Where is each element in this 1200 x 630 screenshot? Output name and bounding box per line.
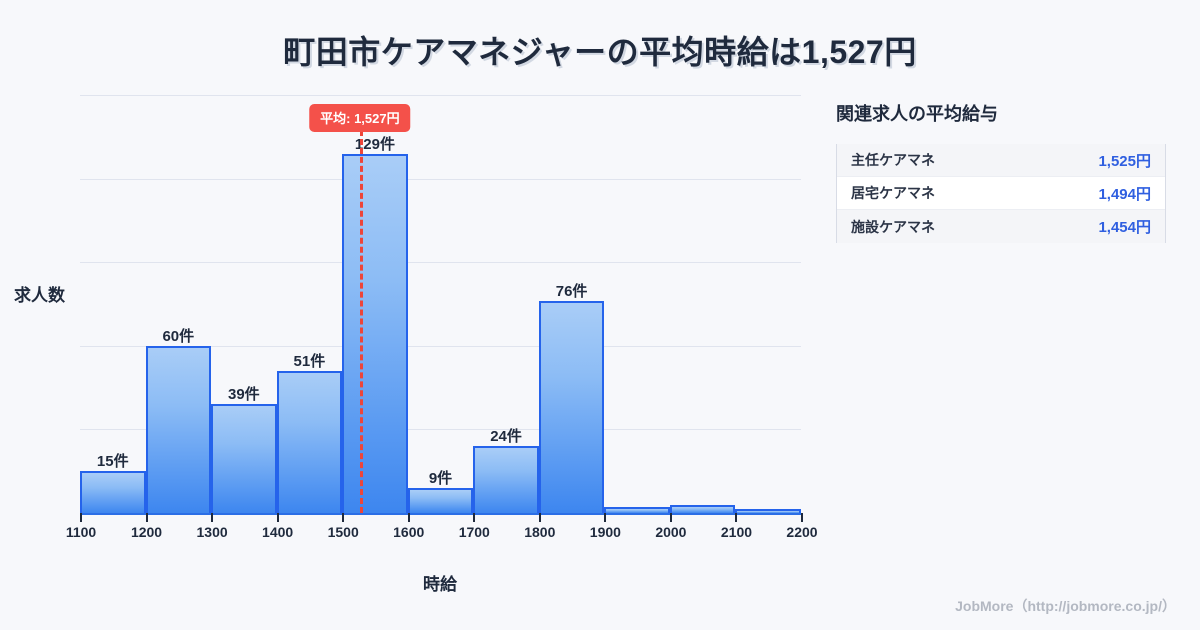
average-badge: 平均: 1,527円 — [309, 104, 411, 132]
histogram-chart: 15件 60件 39件 51件 129件 9件 24件 76件 1100 1200 1300 140… — [14, 95, 818, 594]
x-axis-tick — [538, 513, 541, 522]
x-axis-tick — [342, 513, 345, 522]
salary-row-name: 施設ケアマネ — [851, 218, 935, 235]
bar — [80, 471, 146, 513]
x-axis-tick — [669, 513, 672, 522]
average-line — [359, 130, 363, 513]
bar-value-label: 76件 — [555, 283, 588, 301]
x-axis-tick — [211, 513, 214, 522]
x-axis-tick-label: 1300 — [196, 524, 228, 540]
bar — [735, 509, 801, 513]
bar — [211, 404, 277, 513]
x-axis-tick-label: 1900 — [589, 524, 621, 540]
x-axis-tick-label: 1700 — [458, 524, 490, 540]
x-axis-tick — [276, 513, 279, 522]
x-axis-tick-label: 2000 — [655, 524, 687, 540]
bar-value-label: 60件 — [162, 327, 195, 345]
related-salary-panel: 関連求人の平均給与 主任ケアマネ 1,525円居宅ケアマネ 1,494円施設ケアマネ… — [836, 100, 1166, 243]
y-axis-title: 求人数 — [14, 286, 65, 305]
table-row: 居宅ケアマネ 1,494円 — [837, 177, 1165, 210]
plot-area — [80, 95, 801, 513]
gridline — [80, 95, 801, 96]
gridline — [80, 262, 801, 264]
bar — [669, 504, 736, 513]
x-axis-tick — [407, 513, 410, 522]
page-title: 町田市ケアマネジャーの平均時給は1,527円 — [283, 34, 917, 70]
bar — [276, 370, 343, 513]
bar-value-label: 39件 — [228, 386, 260, 404]
related-salary-heading: 関連求人の平均給与 — [836, 104, 998, 124]
gridline — [80, 178, 801, 180]
table-row: 施設ケアマネ 1,454円 — [837, 210, 1165, 243]
x-axis-title: 時給 — [423, 575, 457, 594]
gridline — [80, 429, 801, 431]
salary-row-value: 1,525円 — [1098, 152, 1151, 170]
x-axis-tick-label: 1200 — [130, 524, 163, 540]
x-axis-tick-label: 1500 — [327, 524, 359, 540]
salary-row-value: 1,454円 — [1098, 219, 1151, 236]
x-axis-tick-label: 1100 — [65, 524, 97, 540]
bar-series: 15件 60件 39件 51件 129件 9件 24件 76件 — [80, 95, 801, 513]
bar-value-label: 15件 — [96, 453, 129, 471]
x-axis-tick — [473, 513, 476, 522]
gridline — [80, 345, 801, 347]
x-axis-tick — [604, 513, 607, 522]
bar — [538, 301, 605, 513]
x-axis-tick-label: 1400 — [262, 524, 294, 540]
x-axis-tick — [801, 513, 803, 522]
x-axis-tick — [145, 513, 148, 522]
watermark: JobMore（http://jobmore.co.jp/） — [955, 598, 1176, 614]
bar-value-label: 51件 — [293, 352, 326, 370]
bar-value-label: 9件 — [428, 469, 453, 487]
x-axis-tick-label: 1600 — [393, 524, 425, 540]
bar-value-label: 129件 — [354, 135, 395, 153]
bar — [407, 487, 474, 513]
x-axis-line — [80, 512, 801, 515]
bar — [145, 345, 212, 513]
x-axis-tick — [80, 513, 82, 522]
x-axis-tick-label: 1800 — [524, 524, 556, 540]
table-row: 主任ケアマネ 1,525円 — [837, 144, 1165, 177]
salary-row-name: 居宅ケアマネ — [851, 185, 935, 201]
bar-value-label: 24件 — [490, 428, 522, 446]
bar — [342, 153, 408, 513]
x-axis-tick-label: 2200 — [786, 524, 818, 540]
x-axis-tick — [735, 513, 738, 522]
salary-row-name: 主任ケアマネ — [851, 152, 935, 168]
related-salary-table: 主任ケアマネ 1,525円居宅ケアマネ 1,494円施設ケアマネ 1,454円 — [836, 144, 1166, 243]
x-axis-tick-label: 2100 — [720, 524, 753, 540]
salary-row-value: 1,494円 — [1098, 185, 1151, 203]
bar — [604, 507, 670, 513]
bar — [473, 446, 539, 513]
